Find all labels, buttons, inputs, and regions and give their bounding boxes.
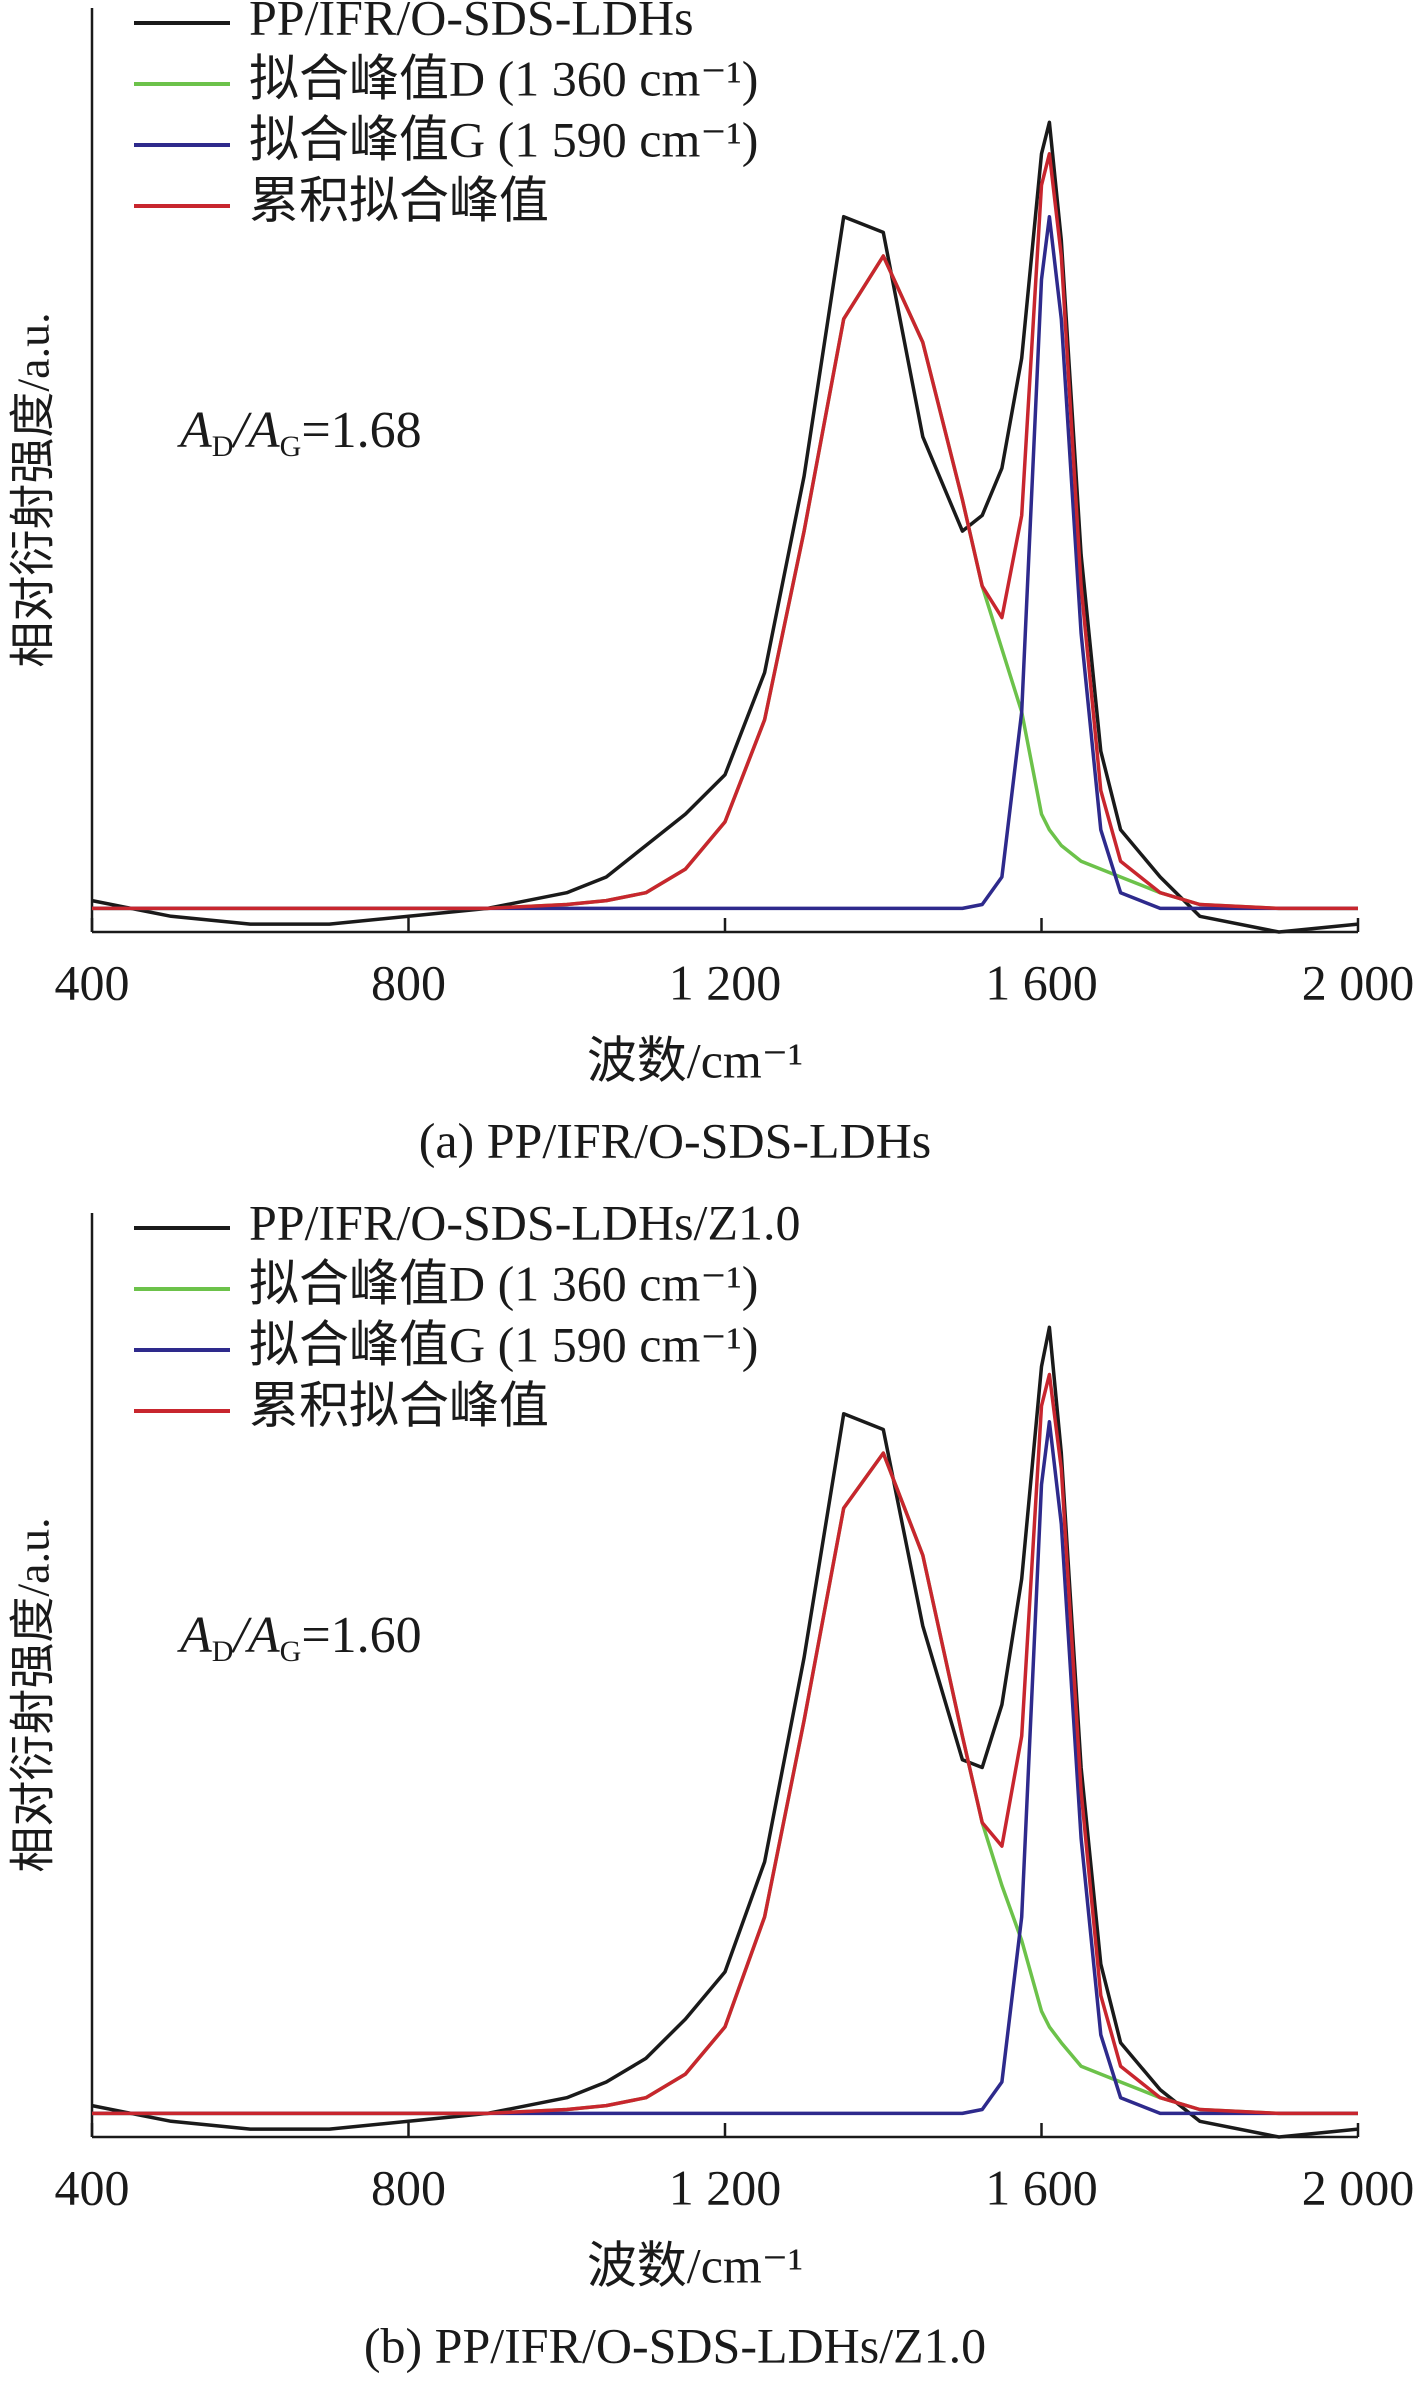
annotation: AD/AG=1.60 — [177, 1607, 422, 1668]
annotation-text: /A — [230, 1607, 279, 1664]
legend-label: 累积拟合峰值 — [249, 1377, 549, 1433]
annotation-text: A — [177, 402, 212, 459]
x-tick-label: 400 — [55, 954, 130, 1010]
series-line — [92, 214, 1358, 911]
chart-panel: 400 800 1 200 1 600 2 000 波数/cm⁻¹ 相对衍射强度/a.u. (… — [8, 1194, 1415, 2373]
annotation-text: =1.68 — [301, 402, 421, 459]
annotation-subscript: G — [280, 430, 302, 463]
caption: (a) PP/IFR/O-SDS-LDHs — [419, 1112, 932, 1168]
y-axis-label: 相对衍射强度/a.u. — [8, 312, 59, 667]
x-tick-label: 400 — [55, 2159, 130, 2215]
annotation-subscript: G — [280, 1635, 302, 1668]
legend-label: 拟合峰值G (1 590 cm⁻¹) — [249, 111, 758, 167]
series-line — [92, 1419, 1358, 2116]
series-line — [91, 1325, 1359, 2139]
series-line — [91, 120, 1359, 934]
series-line — [92, 152, 1358, 911]
x-axis-label: 波数/cm⁻¹ — [587, 2237, 803, 2293]
caption: (b) PP/IFR/O-SDS-LDHs/Z1.0 — [364, 2317, 986, 2373]
x-tick-label: 1 600 — [985, 2159, 1098, 2215]
legend-label: 拟合峰值G (1 590 cm⁻¹) — [249, 1316, 758, 1372]
annotation-text: /A — [230, 402, 279, 459]
legend-label: 拟合峰值D (1 360 cm⁻¹) — [249, 50, 758, 106]
annotation-subscript: D — [212, 1635, 234, 1668]
annotation-text: A — [177, 1607, 212, 1664]
y-axis-label: 相对衍射强度/a.u. — [8, 1517, 59, 1872]
x-tick-label: 2 000 — [1302, 954, 1415, 1010]
series-line — [92, 254, 1358, 911]
x-tick-label: 1 200 — [669, 2159, 782, 2215]
annotation-text: =1.60 — [301, 1607, 421, 1664]
legend-label: 累积拟合峰值 — [249, 172, 549, 228]
x-tick-label: 1 200 — [669, 954, 782, 1010]
annotation: AD/AG=1.68 — [177, 402, 422, 463]
x-tick-label: 800 — [371, 954, 446, 1010]
legend-label: 拟合峰值D (1 360 cm⁻¹) — [249, 1255, 758, 1311]
legend-label: PP/IFR/O-SDS-LDHs — [249, 0, 694, 45]
series-line — [92, 1372, 1358, 2116]
x-tick-label: 800 — [371, 2159, 446, 2215]
x-tick-label: 2 000 — [1302, 2159, 1415, 2215]
x-tick-label: 1 600 — [985, 954, 1098, 1010]
annotation-subscript: D — [212, 430, 234, 463]
chart-panel: 400 800 1 200 1 600 2 000 波数/cm⁻¹ 相对衍射强度/a.u. (… — [8, 0, 1415, 1168]
legend-label: PP/IFR/O-SDS-LDHs/Z1.0 — [249, 1194, 801, 1250]
series-line — [92, 1451, 1358, 2116]
x-axis-label: 波数/cm⁻¹ — [587, 1032, 803, 1088]
